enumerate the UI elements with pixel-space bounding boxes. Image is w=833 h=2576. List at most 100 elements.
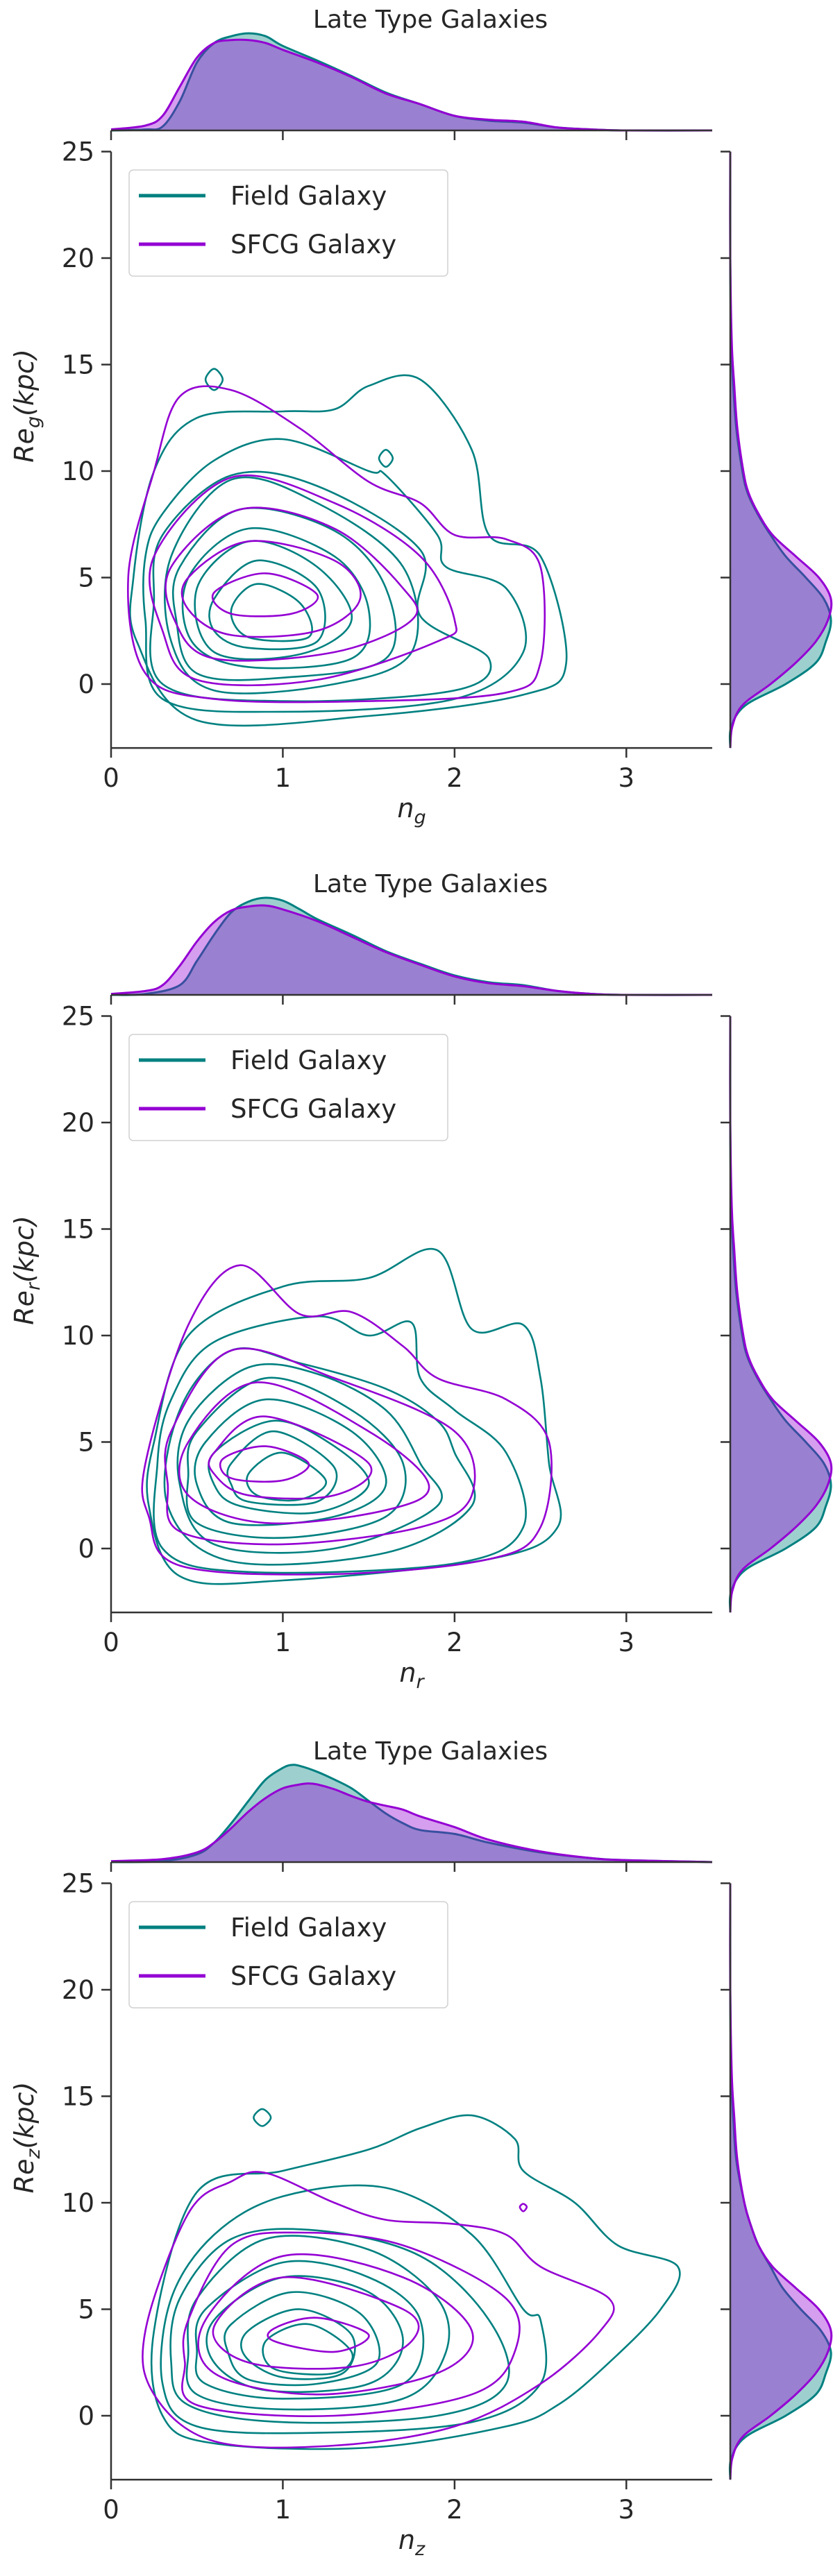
x-tick-label: 1 (275, 2495, 292, 2525)
y-axis-label-subscript: g (23, 416, 44, 428)
top-marginal-line-sfcg (110, 38, 713, 132)
top-marginal-kde (110, 32, 713, 140)
contour-field-level-9 (246, 1451, 327, 1502)
chart-title: Late Type Galaxies (313, 6, 548, 34)
contour-sfcg-level-3 (178, 1381, 430, 1525)
x-axis-label: nz (398, 2525, 426, 2560)
contour-field-level-8 (226, 1430, 338, 1506)
y-axis-label-base: Re (9, 2159, 40, 2194)
y-axis-label-unit: (kpc) (9, 1216, 40, 1283)
legend-box (128, 169, 448, 277)
x-tick-label: 2 (446, 2495, 463, 2525)
legend: Field Galaxy SFCG Galaxy (128, 1034, 448, 1141)
y-axis-label-unit: (kpc) (9, 349, 40, 416)
top-marginal-fill-field (111, 897, 712, 996)
contour-field-level-4 (176, 1363, 443, 1554)
y-axis-label-subscript: z (23, 2149, 44, 2160)
contour-field-level-9 (262, 2323, 354, 2375)
contour-sfcg-level-3 (165, 506, 419, 662)
y-tick-label: 10 (62, 2188, 94, 2218)
chart-title: Late Type Galaxies (313, 1737, 548, 1766)
x-tick-label: 2 (446, 763, 463, 793)
x-tick-label: 0 (103, 2495, 119, 2525)
legend: Field Galaxy SFCG Galaxy (128, 1901, 448, 2008)
contour-field-level-8 (240, 2308, 356, 2380)
x-axis-label-base: n (399, 1657, 416, 1688)
x-tick-label: 1 (275, 763, 292, 793)
contour-sfcg-level-3 (197, 2253, 474, 2396)
x-tick-label: 3 (619, 1628, 635, 1657)
top-marginal-fill-sfcg (111, 1783, 712, 1862)
y-tick-label: 5 (78, 2295, 94, 2325)
contour-field-level-4 (164, 476, 419, 694)
y-tick-label: 25 (62, 1002, 94, 1032)
contour-sfcg-level-2 (164, 1347, 476, 1546)
contour-field-level-8 (208, 559, 326, 651)
contour-field-level-6 (194, 1398, 387, 1526)
contour-field-level-5 (185, 1376, 407, 1539)
x-tick-label: 0 (103, 1628, 119, 1657)
y-axis-label: Rez(kpc) (9, 2082, 44, 2194)
x-tick-label: 2 (446, 1628, 463, 1657)
x-tick-label: 1 (275, 1628, 292, 1657)
contour-sfcg-level-5 (219, 1445, 310, 1483)
right-marginal-fill-field (730, 151, 832, 749)
legend-label-field: Field Galaxy (230, 1046, 387, 1075)
right-marginal-fill-field (730, 1883, 832, 2480)
contour-field-level-1 (129, 374, 568, 727)
top-marginal-fill-field (111, 33, 712, 131)
y-tick-label: 20 (62, 244, 94, 273)
top-marginal-kde (110, 896, 713, 1005)
right-marginal-kde (721, 151, 833, 749)
contour-field-level-2 (160, 2184, 548, 2434)
y-tick-label: 5 (78, 1428, 94, 1458)
y-axis-label-base: Re (9, 428, 40, 463)
contour-field-level-1 (146, 1247, 562, 1585)
y-axis-label: Rer(kpc) (9, 1216, 44, 1325)
top-marginal-fill-sfcg (111, 40, 712, 131)
y-axis-label-base: Re (9, 1290, 40, 1325)
x-axis-label-subscript: r (416, 1671, 425, 1693)
contour-sfcg-level-4 (212, 2276, 420, 2370)
contour-field-level-7 (224, 2291, 381, 2387)
contour-sfcg-level-4 (208, 1415, 373, 1500)
contour-sfcg-level-1 (142, 2171, 615, 2449)
legend-label-sfcg: SFCG Galaxy (230, 1961, 396, 1991)
right-marginal-fill-sfcg (730, 151, 832, 749)
legend-box (128, 1901, 448, 2008)
contour-field-level-7 (208, 1419, 370, 1515)
right-marginal-fill-field (730, 1016, 832, 1613)
y-tick-label: 15 (62, 350, 94, 380)
contour-plot (142, 2108, 681, 2450)
x-axis-label-subscript: g (414, 807, 426, 828)
y-axis-label-unit: (kpc) (9, 2082, 40, 2149)
legend-label-field: Field Galaxy (230, 181, 387, 211)
y-tick-label: 5 (78, 563, 94, 593)
right-marginal-line-sfcg (729, 151, 833, 749)
x-tick-label: 3 (619, 2495, 635, 2525)
x-axis-label-subscript: z (414, 2539, 426, 2560)
top-marginal-kde (110, 1764, 713, 1872)
contour-sfcg-level-4 (180, 540, 362, 638)
contour-field-level-1 (150, 2114, 681, 2450)
x-axis-label-base: n (398, 2525, 415, 2555)
contour-field-level-5 (194, 2260, 425, 2400)
contour-field-level-3 (149, 470, 492, 703)
legend-label-sfcg: SFCG Galaxy (230, 230, 396, 259)
right-marginal-fill-sfcg (730, 1883, 832, 2480)
x-axis-label-base: n (397, 793, 414, 824)
contour-field-level-2 (142, 438, 527, 713)
contour-field-level-10 (253, 2108, 272, 2127)
contour-field-level-10 (204, 368, 224, 391)
contour-field-level-6 (181, 527, 371, 669)
x-axis-label: nr (399, 1657, 425, 1693)
y-axis-label-subscript: r (23, 1281, 44, 1290)
contour-field-level-11 (378, 448, 394, 468)
contour-field-level-3 (169, 2228, 510, 2424)
right-marginal-fill-sfcg (730, 1016, 832, 1613)
right-marginal-line-sfcg (729, 1016, 833, 1613)
legend-label-field: Field Galaxy (230, 1913, 387, 1943)
top-marginal-line-field (110, 1764, 713, 1863)
